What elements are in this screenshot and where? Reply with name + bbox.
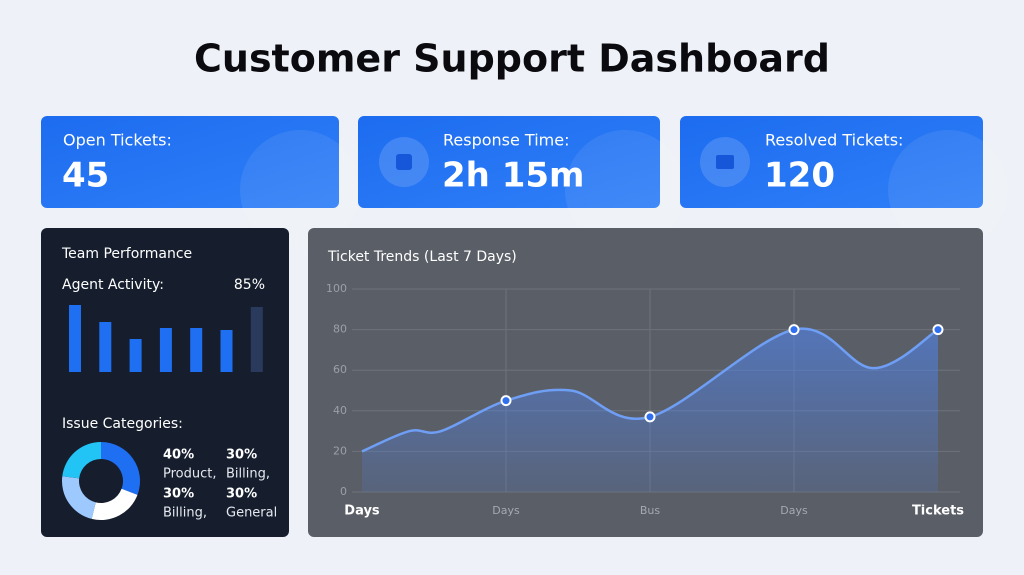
y-tick-label: 60: [333, 363, 347, 376]
x-tick-label: Tickets: [912, 504, 964, 519]
bar: [250, 307, 263, 372]
card: Open Tickets: 45: [41, 116, 360, 250]
chart-title: Ticket Trends (Last 7 Days): [327, 249, 517, 265]
legend-value: 40%: [163, 448, 194, 463]
activity-label: Agent Activity:: [62, 277, 164, 293]
point: [644, 411, 656, 423]
card-bg: [680, 116, 983, 208]
bar: [129, 339, 142, 372]
icon: [396, 154, 412, 170]
team-panel: Team Performance Agent Activity: 85% Iss…: [41, 228, 289, 537]
icon: [716, 155, 734, 169]
line: [361, 327, 939, 453]
card-bg: [358, 116, 660, 208]
y-tick-label: 20: [333, 444, 347, 457]
point: [500, 395, 512, 407]
y-tick-label: 40: [333, 404, 347, 417]
point: [932, 324, 944, 336]
donut-segment: [91, 488, 138, 521]
decor: [240, 130, 360, 250]
donut-segment: [61, 476, 96, 519]
categories-title: Issue Categories:: [62, 416, 183, 432]
x-tick-label: Days: [780, 504, 808, 517]
card-value: 120: [764, 156, 835, 196]
legend-value: 30%: [226, 448, 257, 463]
card-value: 45: [62, 156, 109, 196]
point: [788, 324, 800, 336]
x-tick-label: Bus: [640, 504, 661, 517]
card: Resolved Tickets: 120: [680, 116, 1008, 250]
bar: [190, 328, 203, 372]
area: [362, 328, 938, 492]
decor: [565, 130, 685, 250]
decor: [888, 130, 1008, 250]
bar: [220, 330, 233, 372]
legend-label: Billing,: [226, 467, 270, 482]
page-title: Customer Support Dashboard: [194, 37, 830, 81]
panel-title: Team Performance: [61, 246, 192, 262]
card: Response Time: 2h 15m: [358, 116, 685, 250]
y-tick-label: 0: [340, 485, 347, 498]
card-label: Resolved Tickets:: [765, 131, 903, 150]
legend-value: 30%: [163, 487, 194, 502]
card-value: 2h 15m: [442, 156, 584, 196]
legend-label: Product,: [163, 467, 217, 482]
bar: [159, 328, 172, 372]
bar: [69, 305, 81, 372]
legend-label: Billing,: [163, 506, 207, 521]
card-label: Open Tickets:: [63, 131, 172, 150]
donut-segment: [62, 442, 101, 479]
donut-segment: [101, 442, 141, 495]
card-label: Response Time:: [443, 131, 569, 150]
activity-value: 85%: [234, 277, 265, 293]
legend-value: 30%: [226, 487, 257, 502]
x-tick-label: Days: [492, 504, 520, 517]
bar: [99, 322, 112, 372]
card-bg: [41, 116, 339, 208]
legend-label: General: [226, 506, 277, 521]
y-tick-label: 80: [333, 323, 347, 336]
x-tick-label: Days: [344, 504, 380, 519]
y-tick-label: 100: [326, 282, 347, 295]
panel-bg: [41, 228, 289, 537]
